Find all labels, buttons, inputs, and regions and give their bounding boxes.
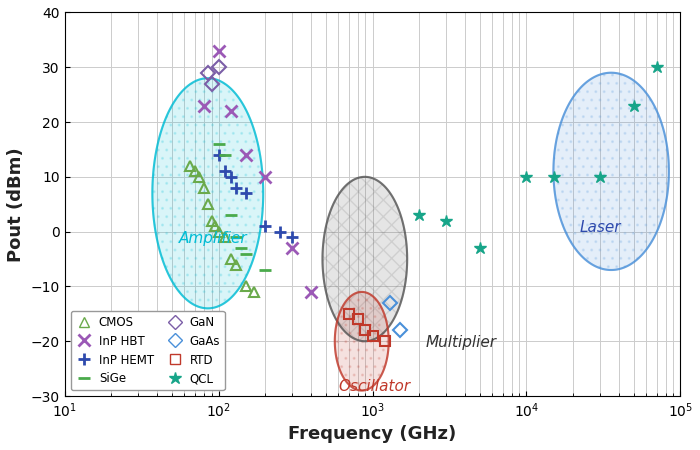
Polygon shape: [323, 177, 407, 341]
Polygon shape: [554, 73, 669, 270]
Text: Amplifier: Amplifier: [178, 230, 247, 246]
Polygon shape: [335, 292, 388, 391]
Text: Oscillator: Oscillator: [338, 378, 410, 394]
Polygon shape: [153, 78, 263, 308]
Y-axis label: Pout (dBm): Pout (dBm): [7, 147, 25, 261]
Text: Multiplier: Multiplier: [425, 335, 496, 350]
Text: Laser: Laser: [579, 220, 621, 234]
Legend: CMOS, InP HBT, InP HEMT, SiGe, GaN, GaAs, RTD, QCL: CMOS, InP HBT, InP HEMT, SiGe, GaN, GaAs…: [71, 311, 225, 390]
X-axis label: Frequency (GHz): Frequency (GHz): [288, 425, 456, 443]
